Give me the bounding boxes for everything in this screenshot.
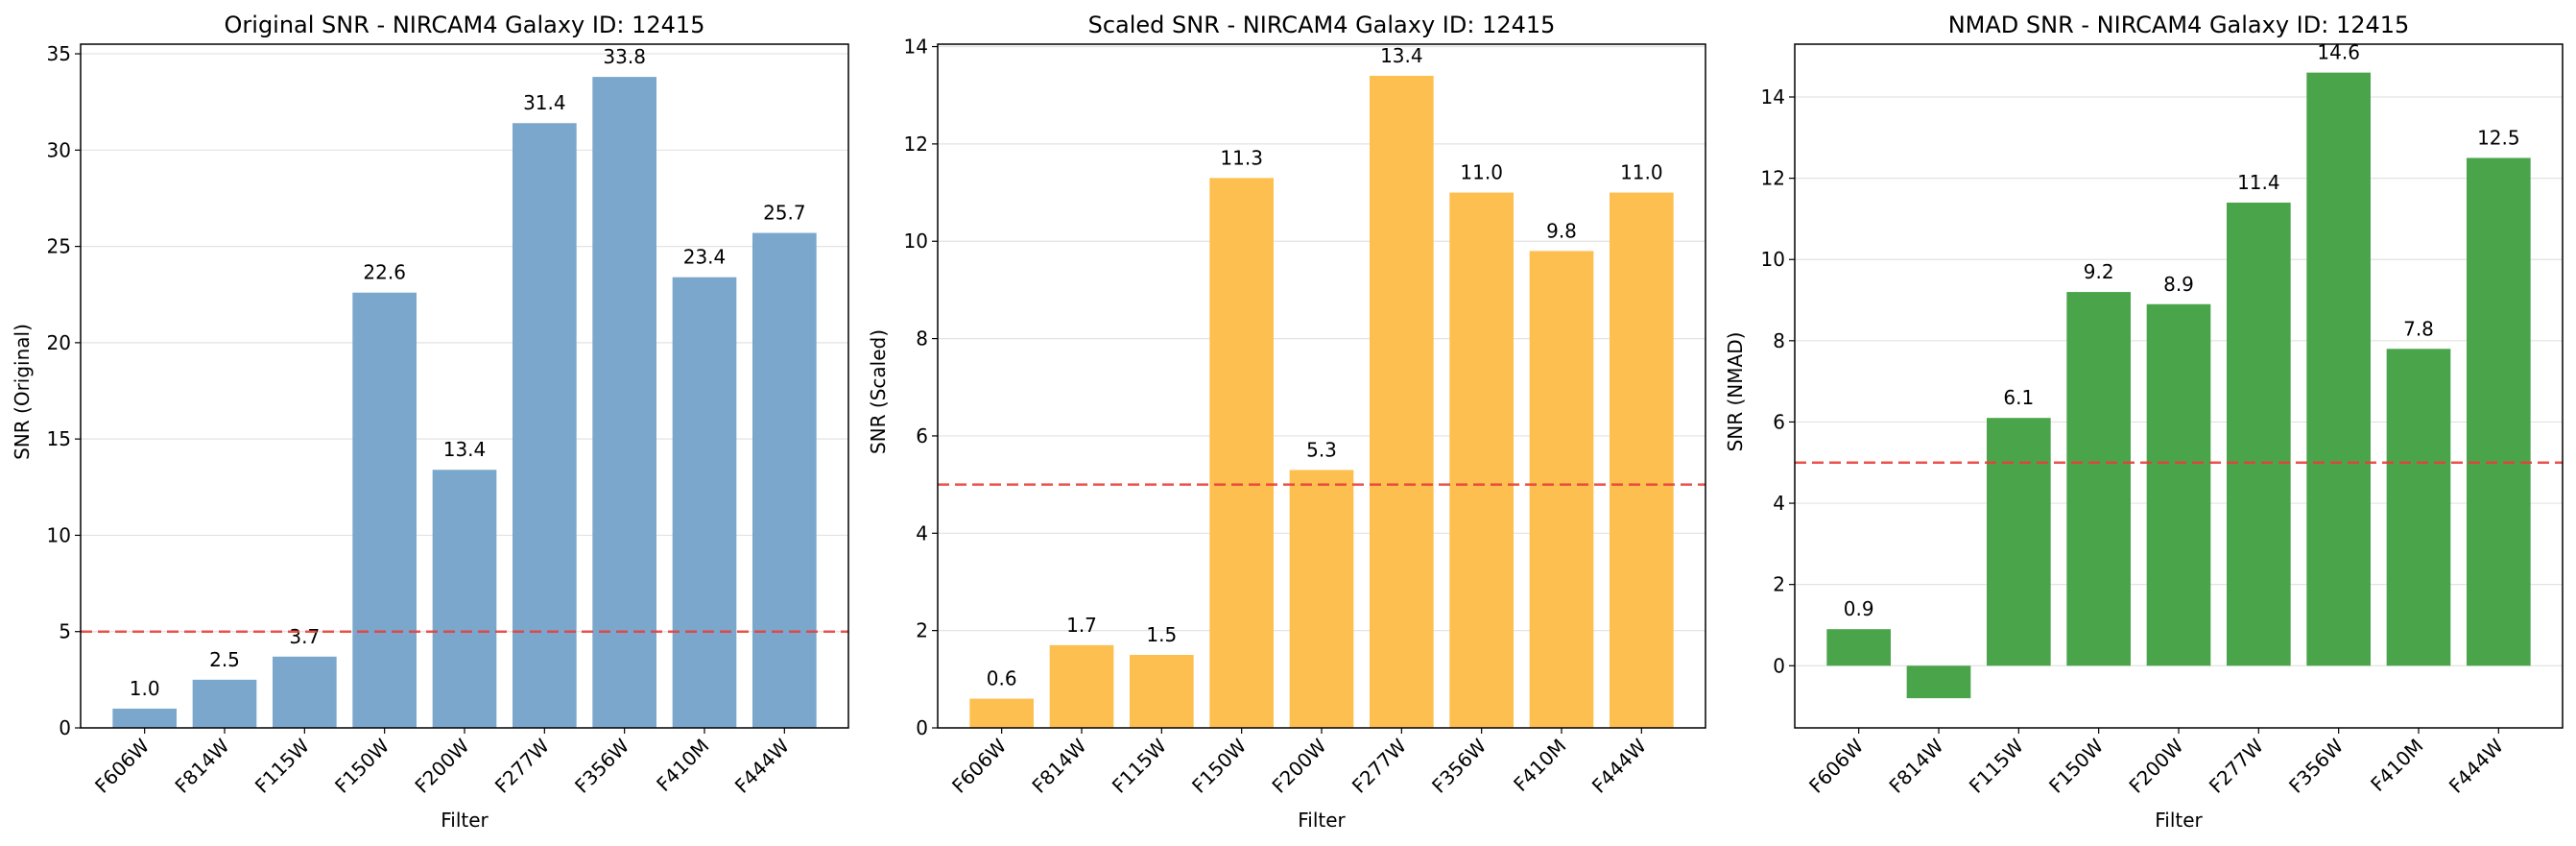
bar-f150w xyxy=(1209,178,1274,728)
y-axis-label: SNR (NMAD) xyxy=(1724,332,1747,452)
bar-value-label: 9.8 xyxy=(1546,219,1577,242)
bar-value-label: 11.0 xyxy=(1620,161,1663,184)
y-tick-label: 15 xyxy=(47,427,71,450)
bar-f356w xyxy=(1449,192,1514,729)
bar-f356w xyxy=(592,77,656,729)
y-tick-label: 12 xyxy=(1761,167,1785,190)
bar-f277w xyxy=(1370,75,1434,728)
y-tick-label: 6 xyxy=(916,424,928,447)
bar-value-label: 11.3 xyxy=(1220,146,1263,169)
y-tick-label: 4 xyxy=(916,521,928,544)
bar-f150w xyxy=(2066,292,2131,666)
bar-value-label: 1.0 xyxy=(130,677,160,700)
bar-value-label: 9.2 xyxy=(2084,260,2114,283)
bar-f410m xyxy=(672,277,737,728)
bar-f814w xyxy=(1049,644,1114,728)
y-tick-label: 2 xyxy=(1773,573,1785,596)
bar-value-label: 11.4 xyxy=(2237,171,2280,194)
axes-frame xyxy=(80,43,849,729)
bar-f150w xyxy=(352,292,417,728)
bar-f115w xyxy=(1987,418,2051,666)
bar-f200w xyxy=(2146,303,2211,666)
bar-f606w xyxy=(112,708,177,728)
bar-value-label: 8.9 xyxy=(2163,273,2194,296)
bar-value-label: 23.4 xyxy=(683,246,727,269)
bar-f115w xyxy=(273,656,337,728)
y-tick-label: 0 xyxy=(916,716,928,739)
y-tick-label: 20 xyxy=(47,331,71,354)
bar-f410m xyxy=(1529,251,1594,728)
bar-value-label: 2.5 xyxy=(209,648,240,671)
y-tick-label: 6 xyxy=(1773,410,1785,433)
bar-f606w xyxy=(1826,629,1891,666)
axes-frame xyxy=(937,43,1706,729)
bar-value-label: 0.9 xyxy=(1844,597,1874,620)
bar-f814w xyxy=(1906,665,1971,699)
bar-f356w xyxy=(2306,72,2371,666)
bar-value-label: 7.8 xyxy=(2403,317,2434,340)
bar-value-label: 0.6 xyxy=(987,667,1017,690)
x-axis-label: Filter xyxy=(2155,809,2203,832)
y-tick-label: 0 xyxy=(1773,654,1785,677)
bar-value-label: 13.4 xyxy=(1380,44,1423,67)
x-axis-label: Filter xyxy=(441,809,489,832)
y-tick-label: 10 xyxy=(47,523,71,546)
y-tick-label: 0 xyxy=(59,716,71,739)
bar-value-label: 5.3 xyxy=(1306,438,1337,461)
y-tick-label: 8 xyxy=(916,327,928,350)
y-tick-label: 35 xyxy=(47,42,71,65)
bar-f115w xyxy=(1130,654,1194,728)
bar-f444w xyxy=(2467,157,2531,666)
bar-value-label: 22.6 xyxy=(363,261,406,284)
axes-frame xyxy=(1794,43,2564,729)
y-tick-label: 25 xyxy=(47,235,71,258)
bar-value-label: 31.4 xyxy=(523,91,566,114)
bar-f606w xyxy=(969,698,1034,728)
bar-value-label: 6.1 xyxy=(2003,386,2034,409)
chart-title: Original SNR - NIRCAM4 Galaxy ID: 12415 xyxy=(225,12,705,38)
y-tick-label: 14 xyxy=(1761,85,1785,109)
bar-f200w xyxy=(1289,470,1354,728)
bar-value-label: 25.7 xyxy=(763,202,806,225)
y-tick-label: 12 xyxy=(904,133,928,156)
bar-f200w xyxy=(432,470,497,728)
bar-value-label: 1.5 xyxy=(1146,623,1177,646)
y-tick-label: 8 xyxy=(1773,329,1785,352)
y-tick-label: 14 xyxy=(904,36,928,59)
y-tick-label: 4 xyxy=(1773,492,1785,515)
y-tick-label: 10 xyxy=(904,230,928,253)
y-tick-label: 2 xyxy=(916,619,928,642)
y-axis-label: SNR (Original) xyxy=(11,324,34,460)
bar-value-label: 13.4 xyxy=(443,438,487,461)
y-tick-label: 5 xyxy=(59,620,71,643)
x-axis-label: Filter xyxy=(1298,809,1346,832)
bar-f277w xyxy=(513,123,577,729)
bar-value-label: 3.7 xyxy=(289,625,320,648)
bar-f444w xyxy=(1610,192,1674,729)
chart-title: NMAD SNR - NIRCAM4 Galaxy ID: 12415 xyxy=(1948,12,2410,38)
y-axis-label: SNR (Scaled) xyxy=(867,329,890,454)
bar-value-label: 11.0 xyxy=(1460,161,1503,184)
bar-f277w xyxy=(2227,202,2291,666)
bar-value-label: 33.8 xyxy=(603,45,646,68)
bar-value-label: 1.7 xyxy=(1066,614,1097,637)
y-tick-label: 10 xyxy=(1761,248,1785,271)
chart-title: Scaled SNR - NIRCAM4 Galaxy ID: 12415 xyxy=(1088,12,1556,38)
y-tick-label: 30 xyxy=(47,138,71,161)
bar-f410m xyxy=(2386,349,2451,666)
bar-f814w xyxy=(192,679,257,728)
bar-f444w xyxy=(752,232,817,728)
bar-value-label: 12.5 xyxy=(2477,126,2520,149)
